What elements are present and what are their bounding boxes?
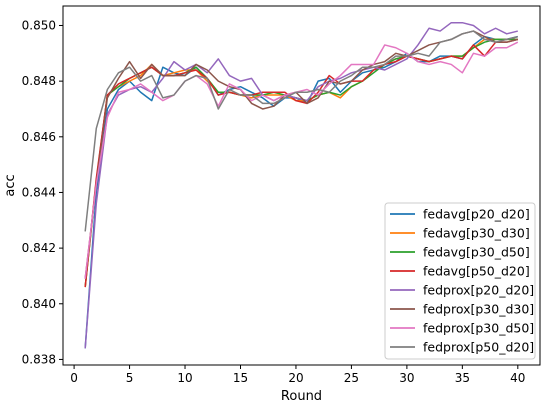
- y-tick-label: 0.838: [22, 352, 56, 366]
- series-line-3: [84, 38, 518, 288]
- y-tick-label: 0.844: [22, 185, 56, 199]
- x-tick-label: 40: [510, 371, 525, 385]
- y-tick-label: 0.842: [22, 241, 56, 255]
- x-tick-label: 0: [70, 371, 78, 385]
- legend-box: [384, 202, 536, 360]
- series-line-7: [84, 30, 518, 232]
- legend: fedavg[p20_d20] fedavg[p30_d30] fedavg[p30…: [384, 202, 536, 360]
- series-line-6: [84, 41, 519, 279]
- x-tick-label: 25: [344, 371, 359, 385]
- legend-label-6: fedprox[p30_d50]: [423, 321, 534, 336]
- y-axis-ticks: 0.838 0.840 0.842 0.844 0.846 0.848 0.850: [22, 18, 63, 366]
- x-tick-label: 20: [288, 371, 303, 385]
- plot-frame: [62, 5, 541, 366]
- x-axis-ticks: 0 5 10 15 20 25 30 35 40: [70, 365, 525, 385]
- legend-label-5: fedprox[p30_d30]: [423, 302, 534, 317]
- legend-label-7: fedprox[p50_d20]: [423, 340, 534, 355]
- legend-label-4: fedprox[p20_d20]: [423, 283, 534, 298]
- x-tick-label: 5: [126, 371, 134, 385]
- x-tick-label: 10: [177, 371, 192, 385]
- legend-label-3: fedavg[p50_d20]: [423, 264, 530, 279]
- legend-label-1: fedavg[p30_d30]: [423, 226, 530, 241]
- x-tick-label: 15: [233, 371, 248, 385]
- y-tick-label: 0.850: [22, 18, 56, 32]
- x-axis-label: Round: [281, 389, 322, 404]
- y-tick-label: 0.848: [22, 74, 56, 88]
- legend-label-2: fedavg[p30_d50]: [423, 245, 530, 260]
- series-layer: [84, 21, 519, 349]
- y-axis-label: acc: [3, 174, 18, 196]
- x-tick-label: 30: [399, 371, 414, 385]
- y-tick-label: 0.840: [22, 297, 56, 311]
- legend-label-0: fedavg[p20_d20]: [423, 207, 530, 222]
- y-tick-label: 0.846: [22, 130, 56, 144]
- x-tick-label: 35: [455, 371, 470, 385]
